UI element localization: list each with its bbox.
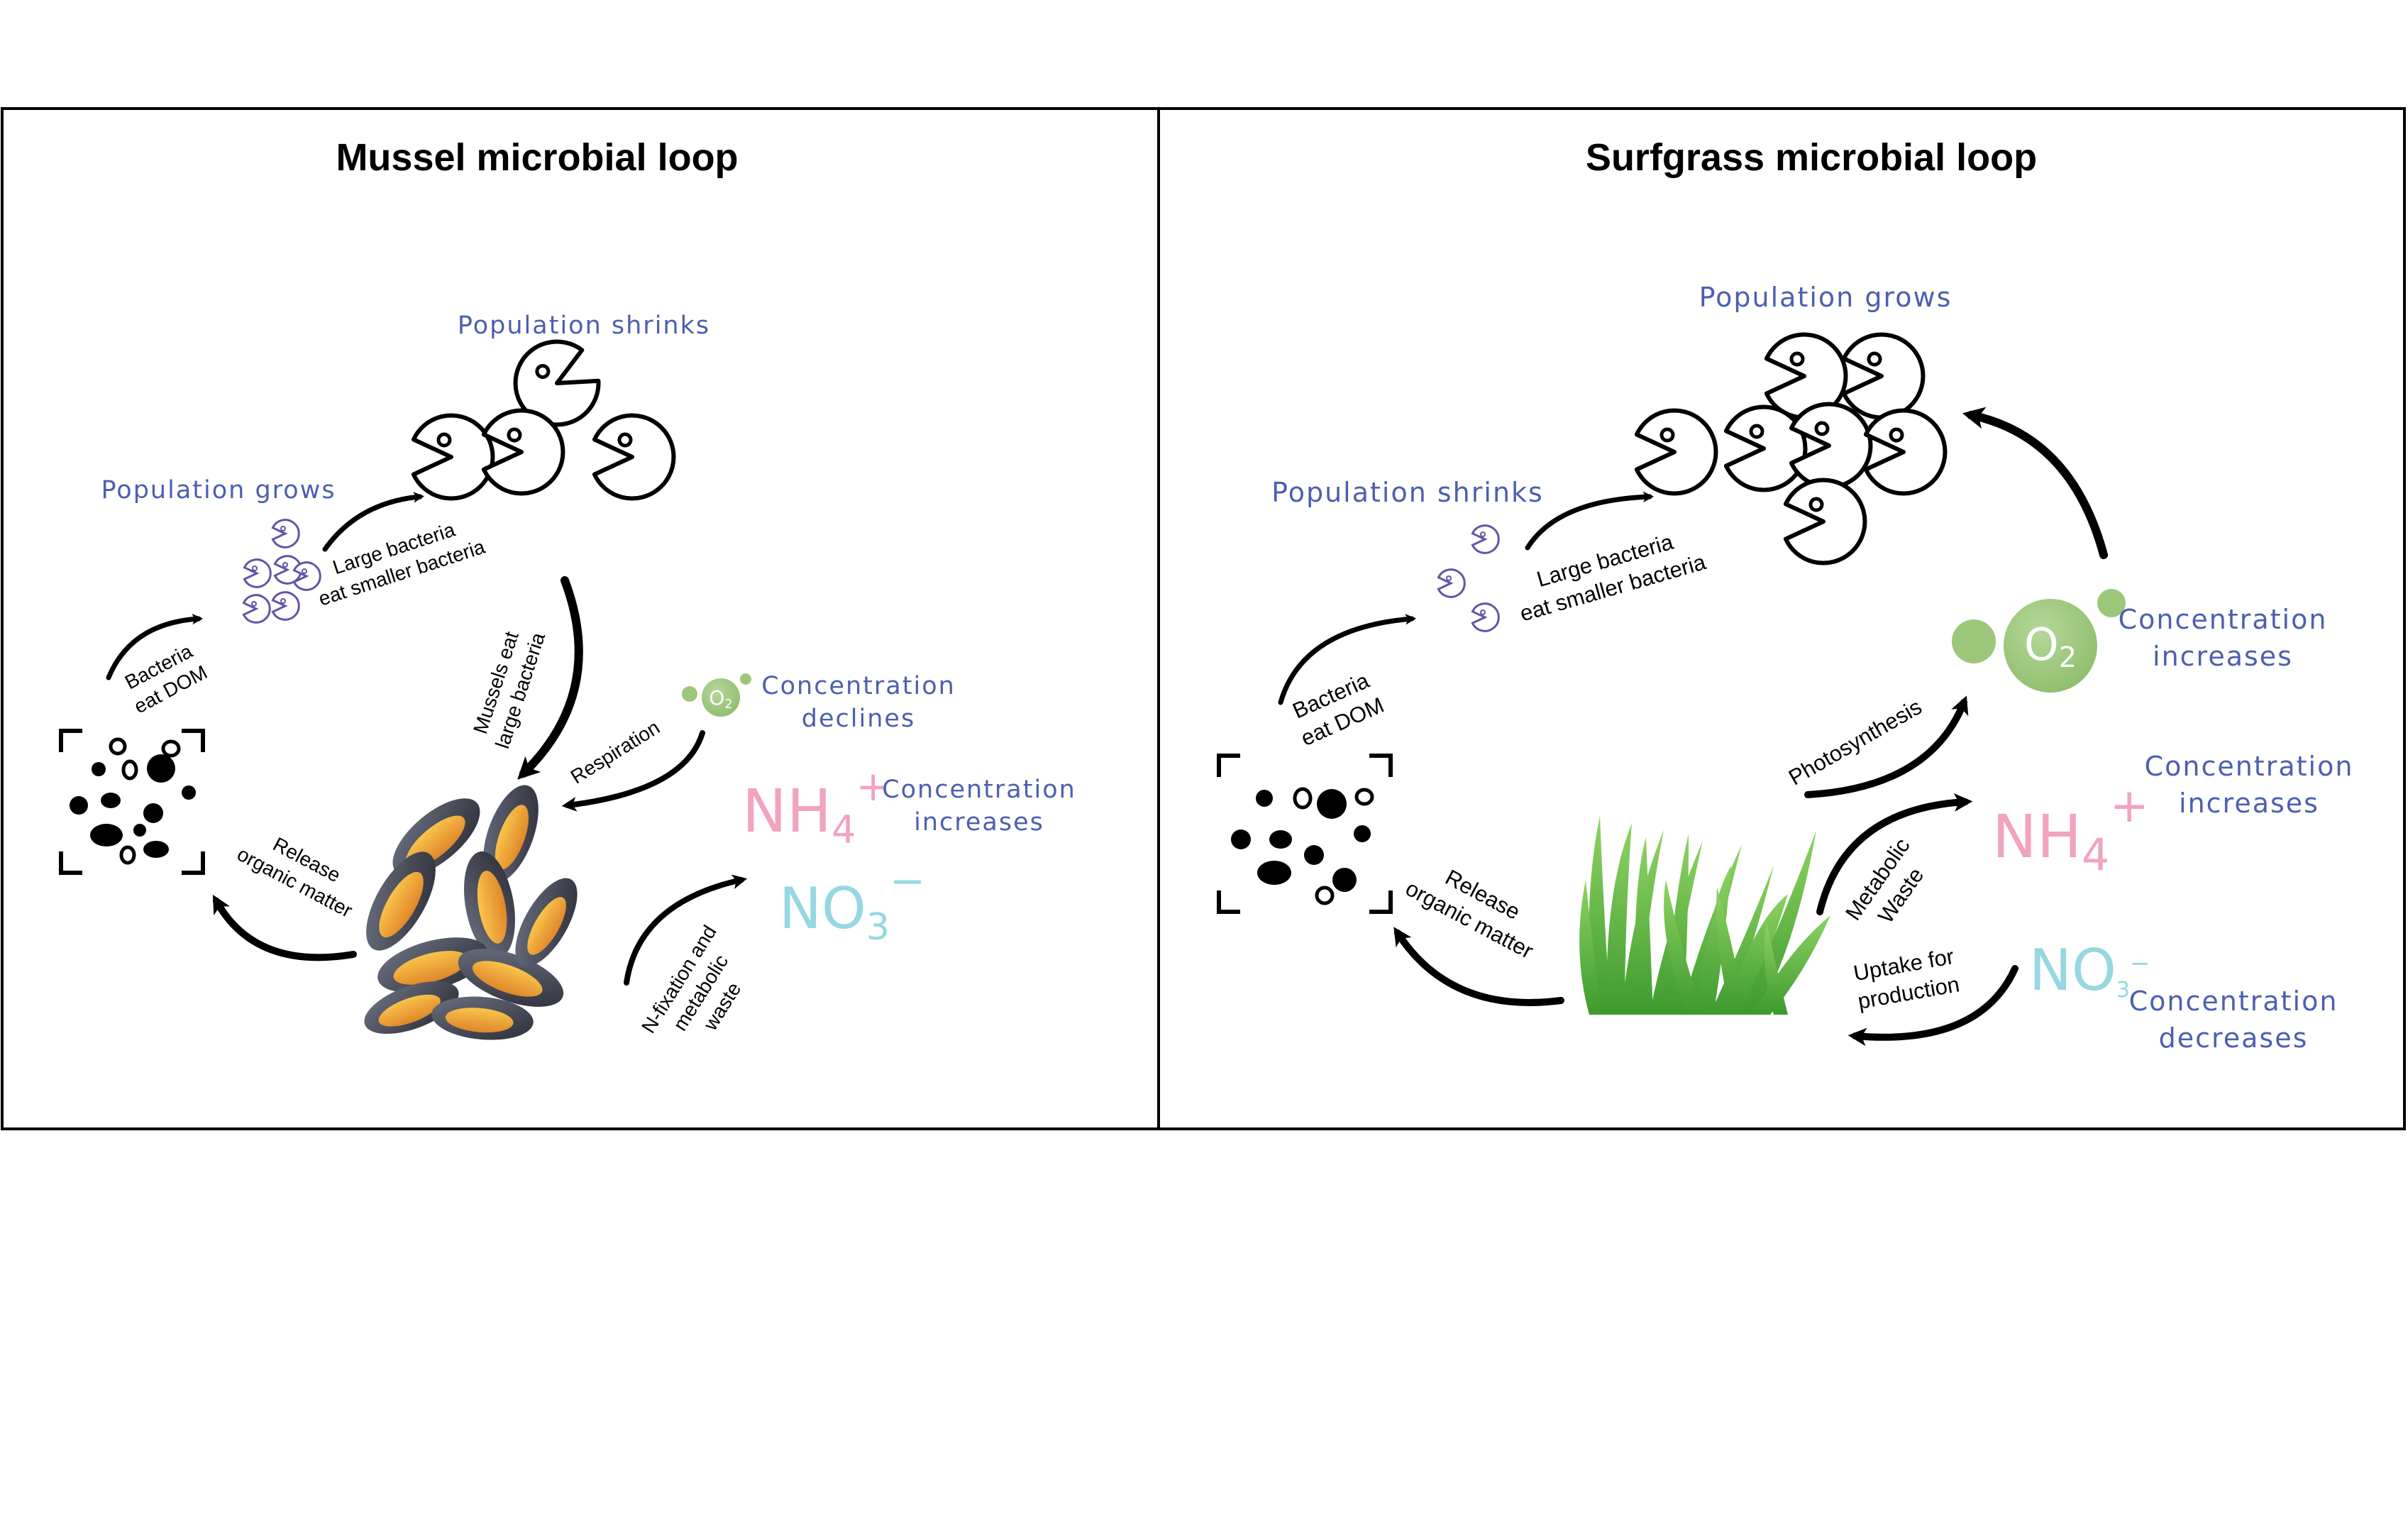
arrow-dom-to-small-bacteria (1278, 614, 1417, 705)
mussel-panel-frame (1, 107, 1160, 1130)
pacman-bacteria-icon (1634, 408, 1718, 496)
nh4-concentration-increases-l2: increases (914, 808, 1044, 837)
nh4-concentration-increases-l2: increases (2179, 788, 2319, 819)
uptake-for-production-label: Uptake for production (1852, 944, 1962, 1014)
arrow-no3-uptake-to-grass (1848, 965, 2018, 1047)
nh4-formula: NH4+ (1992, 778, 2149, 881)
small-bacteria-group (1437, 524, 1500, 632)
o2-bubble-icon: O2 (1952, 589, 2126, 693)
arrow-small-to-large-bacteria (1525, 491, 1655, 551)
no3-formula: NO3− (2029, 937, 2150, 1003)
release-organic-matter-label: Release organic matter (233, 833, 356, 922)
release-organic-matter-label: Release organic matter (1401, 865, 1537, 964)
pacman-bacteria-icon (1723, 404, 1808, 492)
bacteria-eat-dom-label: Bacteria eat DOM (1289, 668, 1388, 751)
pacman-bacteria-icon (513, 339, 601, 427)
mussel-cluster-icon (364, 785, 578, 1040)
large-bacteria-eat-label: Large bacteria eat smaller bacteria (1517, 529, 1708, 627)
photosynthesis-label: Photosynthesis (1784, 694, 1926, 790)
mussel-population-grows-label: Population grows (101, 476, 336, 504)
pacman-bacteria-icon (1437, 568, 1466, 598)
svg-text:Respiration: Respiration (567, 716, 664, 788)
nh4-concentration-increases-l1: Concentration (882, 776, 1076, 804)
pacman-bacteria-icon (411, 413, 495, 501)
pacman-bacteria-icon (243, 558, 272, 588)
svg-text:O2: O2 (2024, 619, 2077, 674)
arrow-grass-release-organic-matter (1393, 927, 1564, 1006)
mussel-panel: Mussel microbial loop Population shrinks… (59, 136, 1076, 1040)
pacman-bacteria-icon (1471, 602, 1500, 632)
o2-concentration-declines-l1: Concentration (761, 672, 956, 700)
no3-concentration-decreases-l1: Concentration (2129, 986, 2338, 1017)
arrow-o2-to-large-bacteria (1962, 407, 2108, 559)
small-bacteria-group (242, 519, 321, 624)
pacman-bacteria-icon (481, 408, 565, 496)
pacman-bacteria-icon (1783, 478, 1867, 566)
mussel-panel-title: Mussel microbial loop (336, 136, 738, 179)
o2-bubble-icon: O2 (682, 673, 751, 717)
large-bacteria-group (411, 339, 676, 501)
no3-formula: NO3− (779, 856, 925, 949)
arrow-mussels-to-nutrients (624, 874, 748, 986)
arrow-metabolic-waste-to-nh4 (1816, 793, 1973, 915)
large-bacteria-eat-label: Large bacteria eat smaller bacteria (316, 518, 487, 610)
pacman-bacteria-icon (271, 591, 300, 621)
o2-concentration-increases-l1: Concentration (2119, 604, 2328, 635)
surfgrass-panel-frame (1157, 107, 2406, 1130)
large-bacteria-group (1634, 332, 1948, 566)
pacman-bacteria-icon (1471, 524, 1500, 554)
pacman-bacteria-icon (271, 519, 300, 548)
surfgrass-population-shrinks-label: Population shrinks (1271, 477, 1544, 508)
mussels-eat-label: Mussels eat large bacteria (469, 629, 549, 751)
arrow-photosynthesis-to-o2 (1804, 695, 1969, 798)
surfgrass-population-grows-label: Population grows (1699, 282, 1953, 313)
surfgrass-panel: Surfgrass microbial loop Population grow… (1217, 136, 2354, 1054)
pacman-bacteria-icon (1863, 408, 1948, 496)
arrow-bacteria-to-mussels (517, 576, 583, 780)
no3-concentration-decreases-l2: decreases (2159, 1022, 2309, 1054)
nh4-concentration-increases-l1: Concentration (2145, 751, 2354, 782)
pacman-bacteria-icon (592, 413, 676, 501)
pacman-bacteria-icon (242, 594, 271, 624)
respiration-label: Respiration (567, 716, 664, 788)
arrow-mussels-release-organic-matter (212, 894, 357, 961)
nh4-formula: NH4+ (742, 762, 890, 852)
arrow-respiration-to-mussels (561, 730, 705, 812)
svg-text:O2: O2 (709, 686, 733, 712)
surfgrass-icon (1579, 816, 1830, 1015)
dom-particles-icon (59, 729, 205, 875)
dom-particles-icon (1217, 754, 1393, 914)
n-fixation-label: N-fixation and metabolic waste (637, 921, 746, 1037)
pacman-bacteria-icon (1841, 332, 1926, 420)
arrow-small-to-large-bacteria (322, 492, 425, 552)
bacteria-eat-dom-label: Bacteria eat DOM (121, 640, 211, 718)
o2-concentration-declines-l2: declines (802, 705, 915, 733)
pacman-bacteria-icon (292, 561, 321, 591)
surfgrass-panel-title: Surfgrass microbial loop (1586, 136, 2037, 179)
mussel-population-shrinks-label: Population shrinks (458, 311, 710, 340)
svg-text:Photosynthesis: Photosynthesis (1784, 694, 1926, 790)
arrow-dom-to-small-bacteria (106, 613, 204, 680)
o2-concentration-increases-l2: increases (2153, 641, 2293, 672)
